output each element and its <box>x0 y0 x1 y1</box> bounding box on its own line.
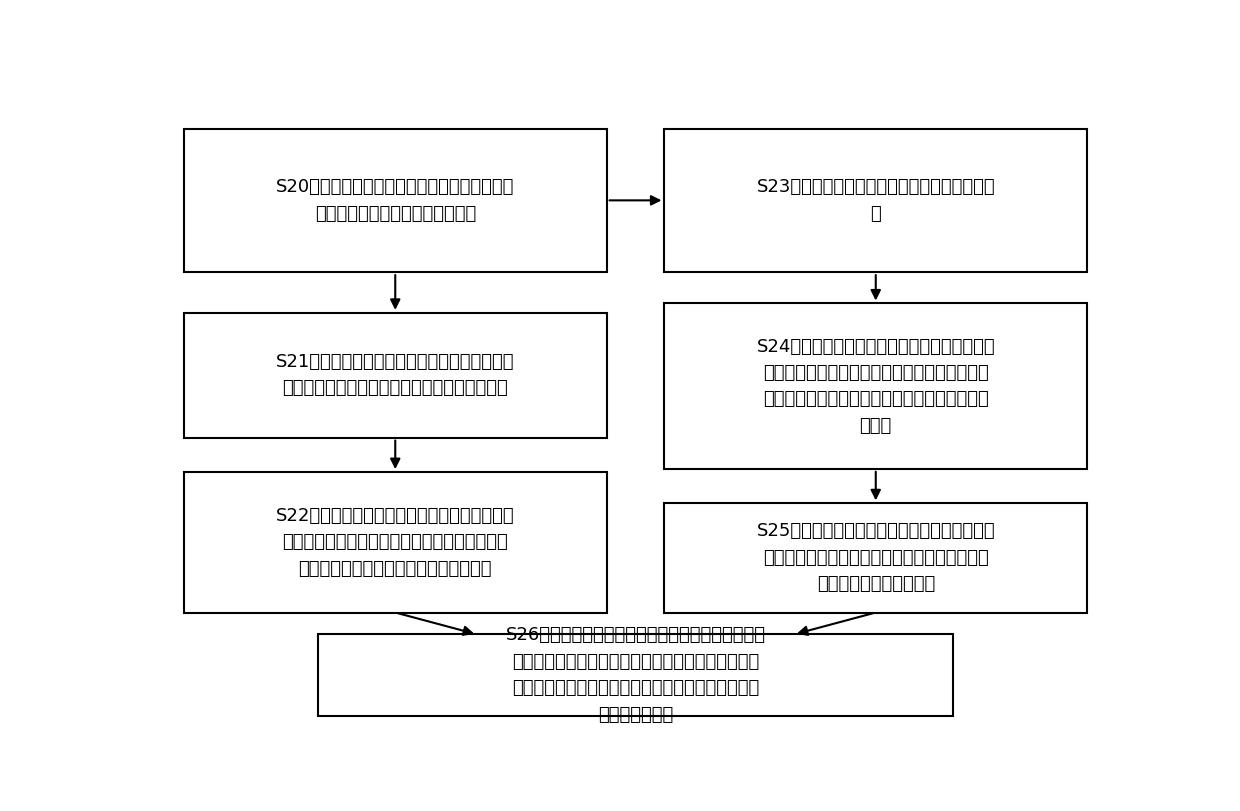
FancyBboxPatch shape <box>184 313 606 438</box>
Text: S25、根据所述断面水深、所述断面流速和所述
断面面积获取不同适宜性等级下的河道断面的目
标时间敏感物种生态流量: S25、根据所述断面水深、所述断面流速和所述 断面面积获取不同适宜性等级下的河道… <box>756 522 994 594</box>
FancyBboxPatch shape <box>665 303 1087 469</box>
FancyBboxPatch shape <box>665 503 1087 612</box>
Text: S22、根据河道生态需水量的适宜性等级和所述
目标时间流量，确定对应目标时间不同适宜性等
级下的河道断面的目标时间断面生态流量: S22、根据河道生态需水量的适宜性等级和所述 目标时间流量，确定对应目标时间不同… <box>277 507 515 577</box>
FancyBboxPatch shape <box>184 129 606 272</box>
FancyBboxPatch shape <box>319 634 952 715</box>
Text: S20、确定河道断面，所述河道断面为能够获取
预定时间内的断面天然流量的断面: S20、确定河道断面，所述河道断面为能够获取 预定时间内的断面天然流量的断面 <box>277 178 515 222</box>
FancyBboxPatch shape <box>665 129 1087 272</box>
Text: S24、获取所述研究河段的敏感物种以及所述敏
感物种的生境要素，所述生境要素包括不同适宜
性等级下的目标时间的断面水深和目标时间的断
面流速: S24、获取所述研究河段的敏感物种以及所述敏 感物种的生境要素，所述生境要素包括… <box>756 337 994 435</box>
Text: S26、基于所述目标时间断面生态流量和所述目标时
间敏感物种生态流量获取二者之中的最大目标时间生
态流量，将所述最大目标时间生态流量确定为所述生
态需水量的流量: S26、基于所述目标时间断面生态流量和所述目标时 间敏感物种生态流量获取二者之中… <box>506 626 765 723</box>
Text: S21、根据所述预定时间内的所述河道断面的断
面天然流量，获取所述河道断面的目标时间流量: S21、根据所述预定时间内的所述河道断面的断 面天然流量，获取所述河道断面的目标… <box>277 353 515 397</box>
FancyBboxPatch shape <box>184 472 606 612</box>
Text: S23、根据所述河道断面确定研究河段和断面面
积: S23、根据所述河道断面确定研究河段和断面面 积 <box>756 178 994 222</box>
